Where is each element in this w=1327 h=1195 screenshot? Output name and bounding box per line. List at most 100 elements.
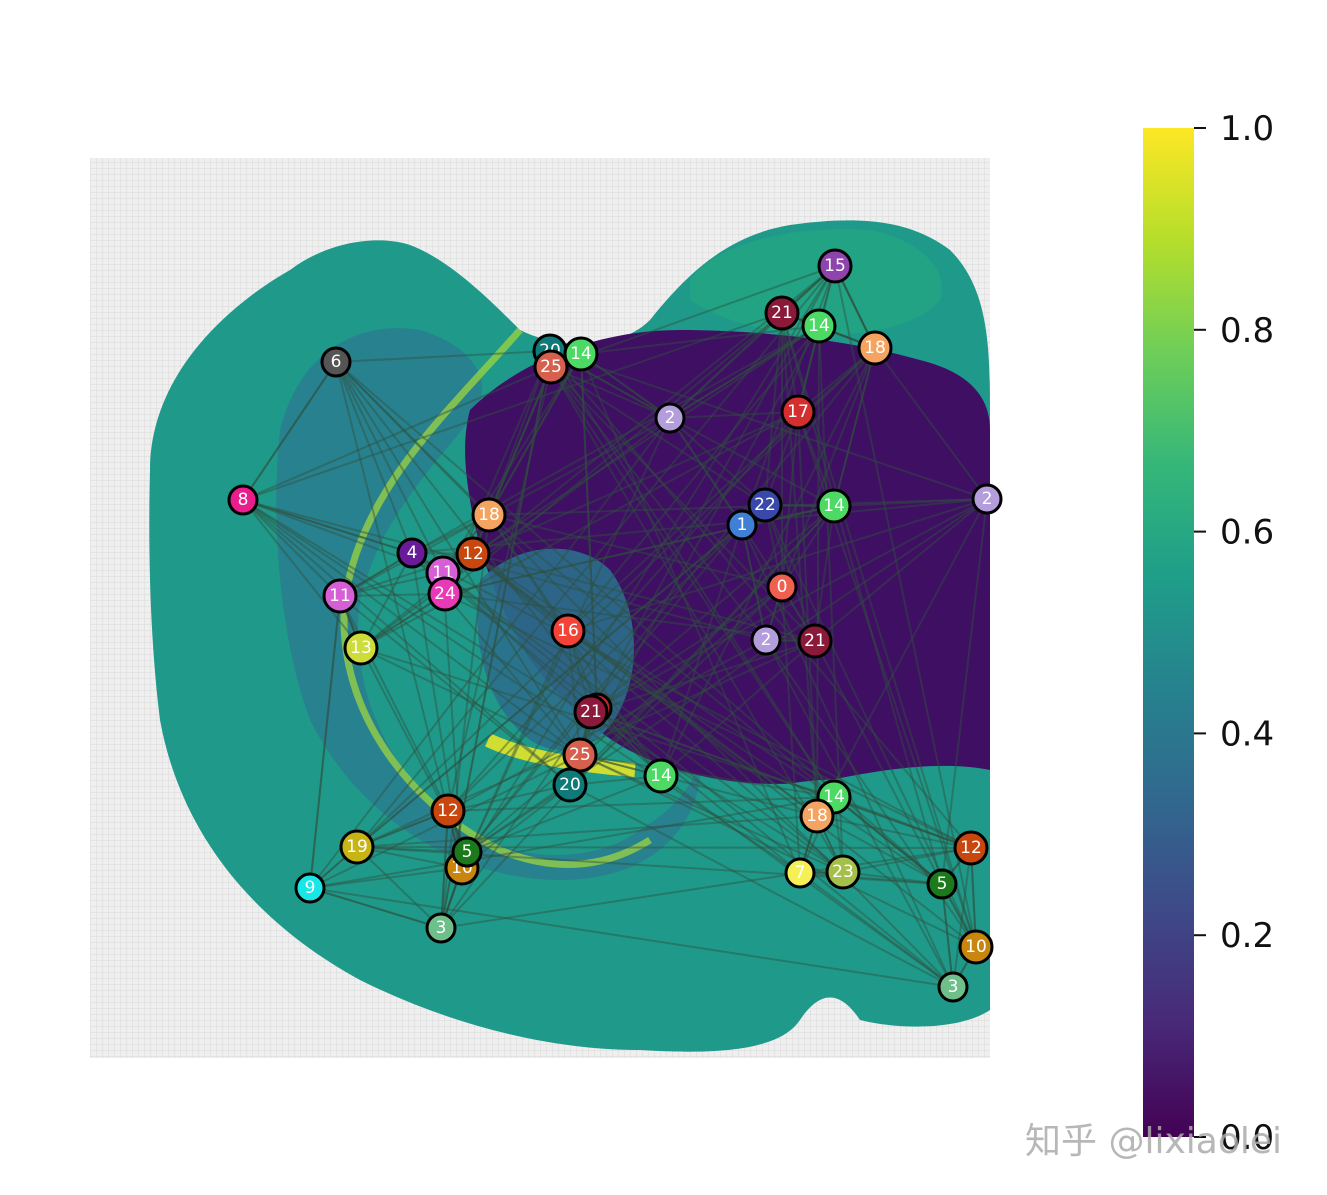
graph-edge [799, 872, 943, 885]
cluster-node-label: 11 [329, 586, 351, 606]
graph-edge [466, 524, 743, 853]
graph-edge [569, 505, 835, 786]
graph-edge [669, 417, 743, 526]
cluster-node-label: 2 [982, 489, 993, 509]
graph-edge [669, 411, 799, 419]
graph-edge [799, 872, 954, 988]
graph-edge [669, 325, 820, 419]
cluster-node: 7 [784, 857, 816, 889]
graph-edge [874, 347, 988, 500]
colorbar-ticks: 0.0 0.2 0.4 0.6 0.8 1.0 [1194, 109, 1274, 1158]
cluster-node-label: 25 [569, 745, 591, 765]
graph-edge [472, 325, 820, 555]
cluster-node-label: 18 [478, 505, 500, 525]
graph-edge [580, 325, 820, 355]
graph-edge [360, 411, 799, 649]
colorbar: 0.0 0.2 0.4 0.6 0.8 1.0 [1143, 109, 1274, 1158]
graph-edge [569, 784, 954, 988]
cluster-node-label: 18 [806, 806, 828, 826]
graph-edge [472, 553, 816, 642]
cluster-node-marker [533, 349, 569, 385]
graph-edge [309, 887, 954, 988]
graph-edge [550, 366, 835, 798]
graph-edge [447, 796, 835, 812]
graph-edge [356, 846, 463, 869]
cluster-node: 1 [726, 509, 758, 541]
cluster-node-label: 14 [570, 344, 592, 364]
graph-edge [765, 639, 954, 988]
graph-edge [741, 524, 767, 641]
graph-edge [590, 711, 972, 849]
graph-edge [669, 417, 766, 506]
graph-edge [356, 815, 818, 848]
graph-edge [360, 647, 977, 948]
graph-edge [242, 499, 413, 554]
graph-edge [242, 312, 783, 501]
cluster-node-label: 6 [331, 352, 342, 372]
graph-edge [356, 846, 442, 929]
cluster-node-marker [937, 971, 969, 1003]
cluster-node-marker [801, 308, 837, 344]
cluster-node-marker [322, 578, 358, 614]
graph-edge [488, 353, 582, 516]
cluster-node-label: 13 [350, 638, 372, 658]
cluster-node-label: 24 [434, 584, 456, 604]
graph-edge [461, 265, 836, 869]
graph-edge [660, 775, 818, 817]
graph-edge [567, 498, 988, 632]
graph-edge [550, 366, 671, 419]
graph-edge [339, 593, 446, 597]
graph-edge [466, 498, 988, 853]
cluster-node: 22 [747, 487, 783, 523]
cluster-node-label: 4 [407, 543, 418, 563]
graph-edge [669, 325, 820, 419]
graph-edge [590, 265, 836, 713]
cluster-node: 5 [451, 836, 483, 868]
cluster-node-marker [764, 295, 800, 331]
graph-edge [834, 265, 977, 948]
graph-edge [335, 361, 463, 869]
graph-edge [411, 552, 972, 849]
cluster-node-marker [825, 854, 861, 890]
graph-edge [447, 524, 743, 812]
cluster-node-marker [550, 613, 586, 649]
graph-edge [579, 754, 844, 873]
graph-edge [242, 499, 341, 597]
cluster-node: 21 [764, 295, 800, 331]
graph-edge [444, 312, 783, 595]
cluster-node-marker [750, 624, 782, 656]
graph-edge [741, 524, 767, 641]
graph-edge [569, 586, 783, 786]
cluster-node-label: 8 [238, 490, 249, 510]
cluster-node-marker [455, 536, 491, 572]
cluster-node-marker [396, 537, 428, 569]
graph-edge [941, 883, 954, 988]
graph-edge [242, 353, 582, 501]
graph-edge [356, 504, 766, 848]
graph-edge [833, 347, 876, 507]
cluster-node-label: 12 [960, 838, 982, 858]
cluster-node: 9 [294, 872, 326, 904]
graph-edge [466, 775, 662, 853]
graph-edge [833, 796, 943, 885]
cluster-node: 25 [562, 737, 598, 773]
cluster-node-marker [780, 394, 816, 430]
graph-edge [596, 586, 783, 709]
cluster-node: 11 [322, 578, 358, 614]
cluster-node: 6 [320, 346, 352, 378]
graph-edge [356, 846, 468, 853]
graph-edge [781, 411, 799, 588]
graph-edge [590, 505, 835, 713]
graph-edge [580, 353, 671, 419]
cluster-node-marker [227, 484, 259, 516]
graph-edge [442, 572, 954, 988]
graph-edge [488, 514, 783, 588]
colorbar-tick-label: 0.6 [1220, 513, 1274, 553]
graph-edge [596, 498, 988, 709]
cluster-node: 12 [953, 830, 989, 866]
cluster-node: 3 [937, 971, 969, 1003]
graph-edge [952, 847, 972, 988]
graph-edge [472, 553, 569, 632]
graph-edge [309, 417, 671, 889]
